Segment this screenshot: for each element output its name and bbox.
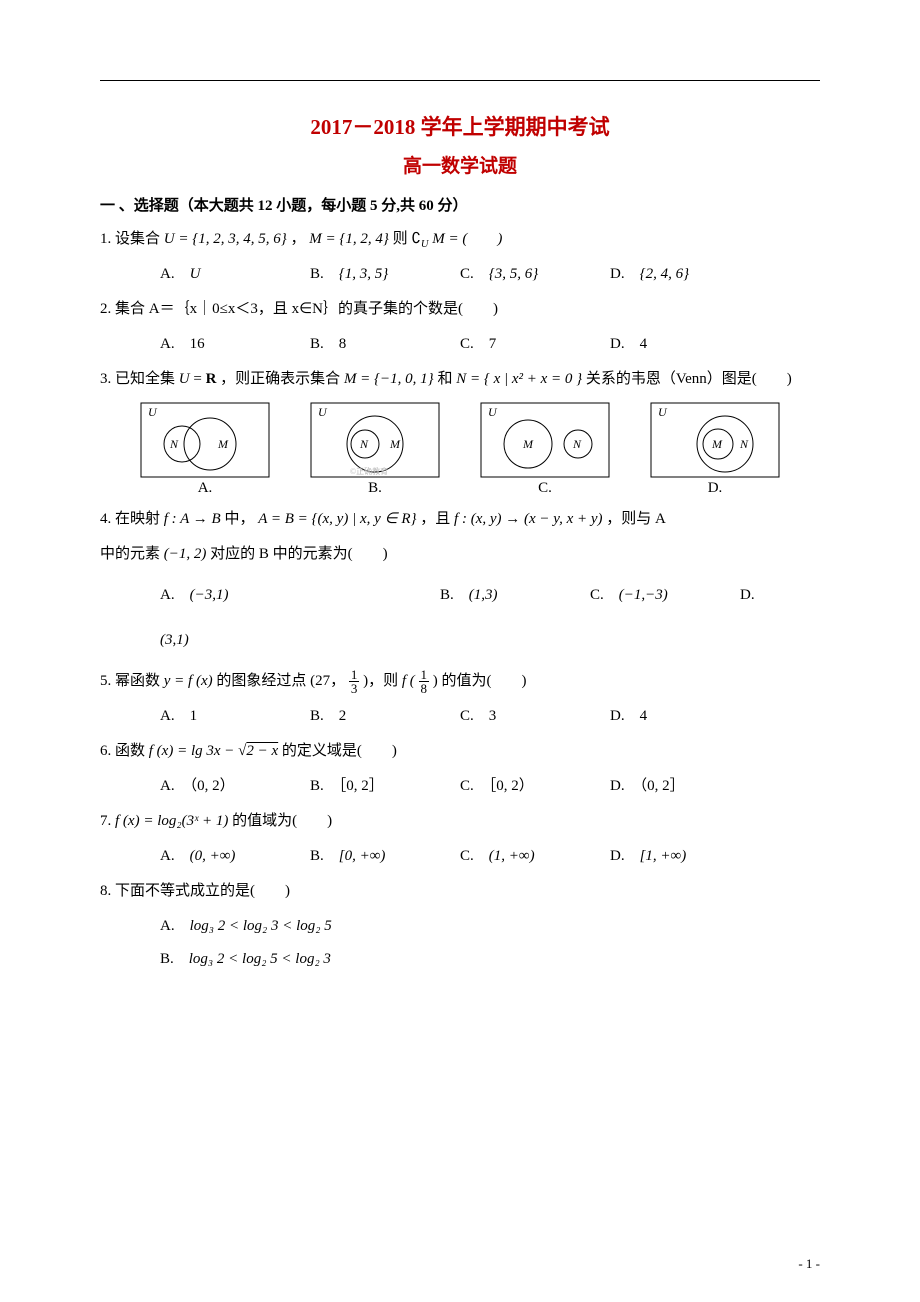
svg-text:M: M [217, 437, 229, 451]
venn-label-b: B. [310, 480, 440, 497]
exam-subtitle: 高一数学试题 [100, 151, 820, 178]
q7-opt-c: C. (1, +∞) [460, 840, 610, 873]
q4-opt-a: A. (−3,1) [160, 573, 440, 618]
svg-text:U: U [488, 405, 498, 419]
question-5: 5. 幂函数 y = f (x) 的图象经过点 (27， 13 )，则 f ( … [100, 665, 820, 698]
venn-c: U M N [480, 402, 610, 478]
q5-opt-a: A. 1 [160, 700, 310, 733]
q3-m: M = {−1, 0, 1} [344, 371, 434, 387]
q8-options: A. log₃ 2 < log₂ 3 < log₂ 5 B. log₃ 2 < … [100, 910, 820, 976]
q8-opt-b: B. log₃ 2 < log₂ 5 < log₂ 3 [160, 943, 480, 976]
question-4-line1: 4. 在映射 f : A → B 中， A = B = {(x, y) | x,… [100, 503, 820, 536]
svg-text:M: M [522, 437, 534, 451]
q4-opt-b: B. (1,3) [440, 573, 590, 618]
q1-opt-d: D. {2, 4, 6} [610, 258, 760, 291]
q5-opt-c: C. 3 [460, 700, 610, 733]
q5-options: A. 1 B. 2 C. 3 D. 4 [100, 700, 820, 733]
venn-a: U N M [140, 402, 270, 478]
svg-text:©正确教育: ©正确教育 [350, 466, 388, 476]
q6-options: A. （0, 2） B. ［0, 2］ C. ［0, 2） D. （0, 2］ [100, 770, 820, 803]
svg-text:M: M [389, 437, 401, 451]
q7-opt-b: B. [0, +∞) [310, 840, 460, 873]
q7-opt-a: A. (0, +∞) [160, 840, 310, 873]
q1-options: A. U B. {1, 3, 5} C. {3, 5, 6} D. {2, 4,… [100, 258, 820, 291]
q1-set-u: U = {1, 2, 3, 4, 5, 6} [164, 231, 287, 247]
q3-mid: ，则正确表示集合 [220, 371, 344, 387]
q3-pre: 3. 已知全集 [100, 371, 175, 387]
q1-tail: 则 ∁ [393, 231, 421, 247]
q5-frac2: 18 [419, 668, 430, 695]
svg-text:N: N [359, 437, 369, 451]
q3-n: N = { x | x² + x = 0 } [456, 371, 582, 387]
q4-options: A. (−3,1) B. (1,3) C. (−1,−3) D. (3,1) [100, 573, 820, 663]
page: 2017－2018 学年上学期期中考试 高一数学试题 一 、选择题（本大题共 1… [0, 0, 920, 1302]
svg-text:N: N [739, 437, 749, 451]
page-number: - 1 - [798, 1256, 820, 1272]
venn-row: U N M U N M ©正确教育 U M N U [140, 402, 780, 478]
q7-options: A. (0, +∞) B. [0, +∞) C. (1, +∞) D. [1, … [100, 840, 820, 873]
question-7: 7. f (x) = log₂(3ˣ + 1) 的值域为( ) [100, 805, 820, 838]
venn-label-c: C. [480, 480, 610, 497]
venn-label-a: A. [140, 480, 270, 497]
svg-text:U: U [658, 405, 668, 419]
q3-tail: 关系的韦恩（Venn）图是( ) [586, 371, 792, 387]
venn-d: U M N [650, 402, 780, 478]
section-1-header: 一 、选择题（本大题共 12 小题，每小题 5 分,共 60 分） [100, 194, 820, 215]
svg-text:N: N [169, 437, 179, 451]
q2-opt-d: D. 4 [610, 328, 760, 361]
q6-opt-c: C. ［0, 2） [460, 770, 610, 803]
q4-opt-c: C. (−1,−3) [590, 573, 740, 618]
q4-opt-d: (3,1) [160, 618, 760, 663]
question-6: 6. 函数 f (x) = lg 3x − √2 − x 的定义域是( ) [100, 735, 820, 768]
q1-stem-pre: 1. 设集合 [100, 231, 164, 247]
q1-opt-a: A. U [160, 258, 310, 291]
question-1: 1. 设集合 U = {1, 2, 3, 4, 5, 6} ， M = {1, … [100, 223, 820, 256]
q8-opt-a: A. log₃ 2 < log₂ 3 < log₂ 5 [160, 910, 560, 943]
q6-opt-b: B. ［0, 2］ [310, 770, 460, 803]
venn-b: U N M ©正确教育 [310, 402, 440, 478]
q2-opt-b: B. 8 [310, 328, 460, 361]
q1-opt-b: B. {1, 3, 5} [310, 258, 460, 291]
question-8: 8. 下面不等式成立的是( ) [100, 875, 820, 908]
venn-label-d: D. [650, 480, 780, 497]
q5-opt-d: D. 4 [610, 700, 760, 733]
svg-text:U: U [148, 405, 158, 419]
exam-title: 2017－2018 学年上学期期中考试 [100, 111, 820, 141]
venn-labels: A. B. C. D. [140, 480, 780, 497]
q6-opt-a: A. （0, 2） [160, 770, 310, 803]
q2-options: A. 16 B. 8 C. 7 D. 4 [100, 328, 820, 361]
q3-u: U [179, 371, 194, 387]
svg-text:M: M [711, 437, 723, 451]
svg-text:U: U [318, 405, 328, 419]
q1-tail2: M = ( ) [432, 231, 502, 247]
question-2: 2. 集合 A＝｛x｜0≤x＜3，且 x∈N｝的真子集的个数是( ) [100, 293, 820, 326]
q2-opt-c: C. 7 [460, 328, 610, 361]
q5-opt-b: B. 2 [310, 700, 460, 733]
top-rule [100, 80, 820, 81]
question-4-line2: 中的元素 (−1, 2) 对应的 B 中的元素为( ) [100, 538, 820, 571]
q5-frac1: 13 [349, 668, 360, 695]
svg-text:N: N [572, 437, 582, 451]
q1-sep: ， [290, 231, 309, 247]
q4-opt-d-label: D. [740, 573, 780, 618]
q6-opt-d: D. （0, 2］ [610, 770, 760, 803]
q3-and: 和 [437, 371, 456, 387]
question-3: 3. 已知全集 U = R ，则正确表示集合 M = {−1, 0, 1} 和 … [100, 363, 820, 396]
q7-opt-d: D. [1, +∞) [610, 840, 760, 873]
q2-opt-a: A. 16 [160, 328, 310, 361]
q1-set-m: M = {1, 2, 4} [309, 231, 389, 247]
q1-opt-c: C. {3, 5, 6} [460, 258, 610, 291]
